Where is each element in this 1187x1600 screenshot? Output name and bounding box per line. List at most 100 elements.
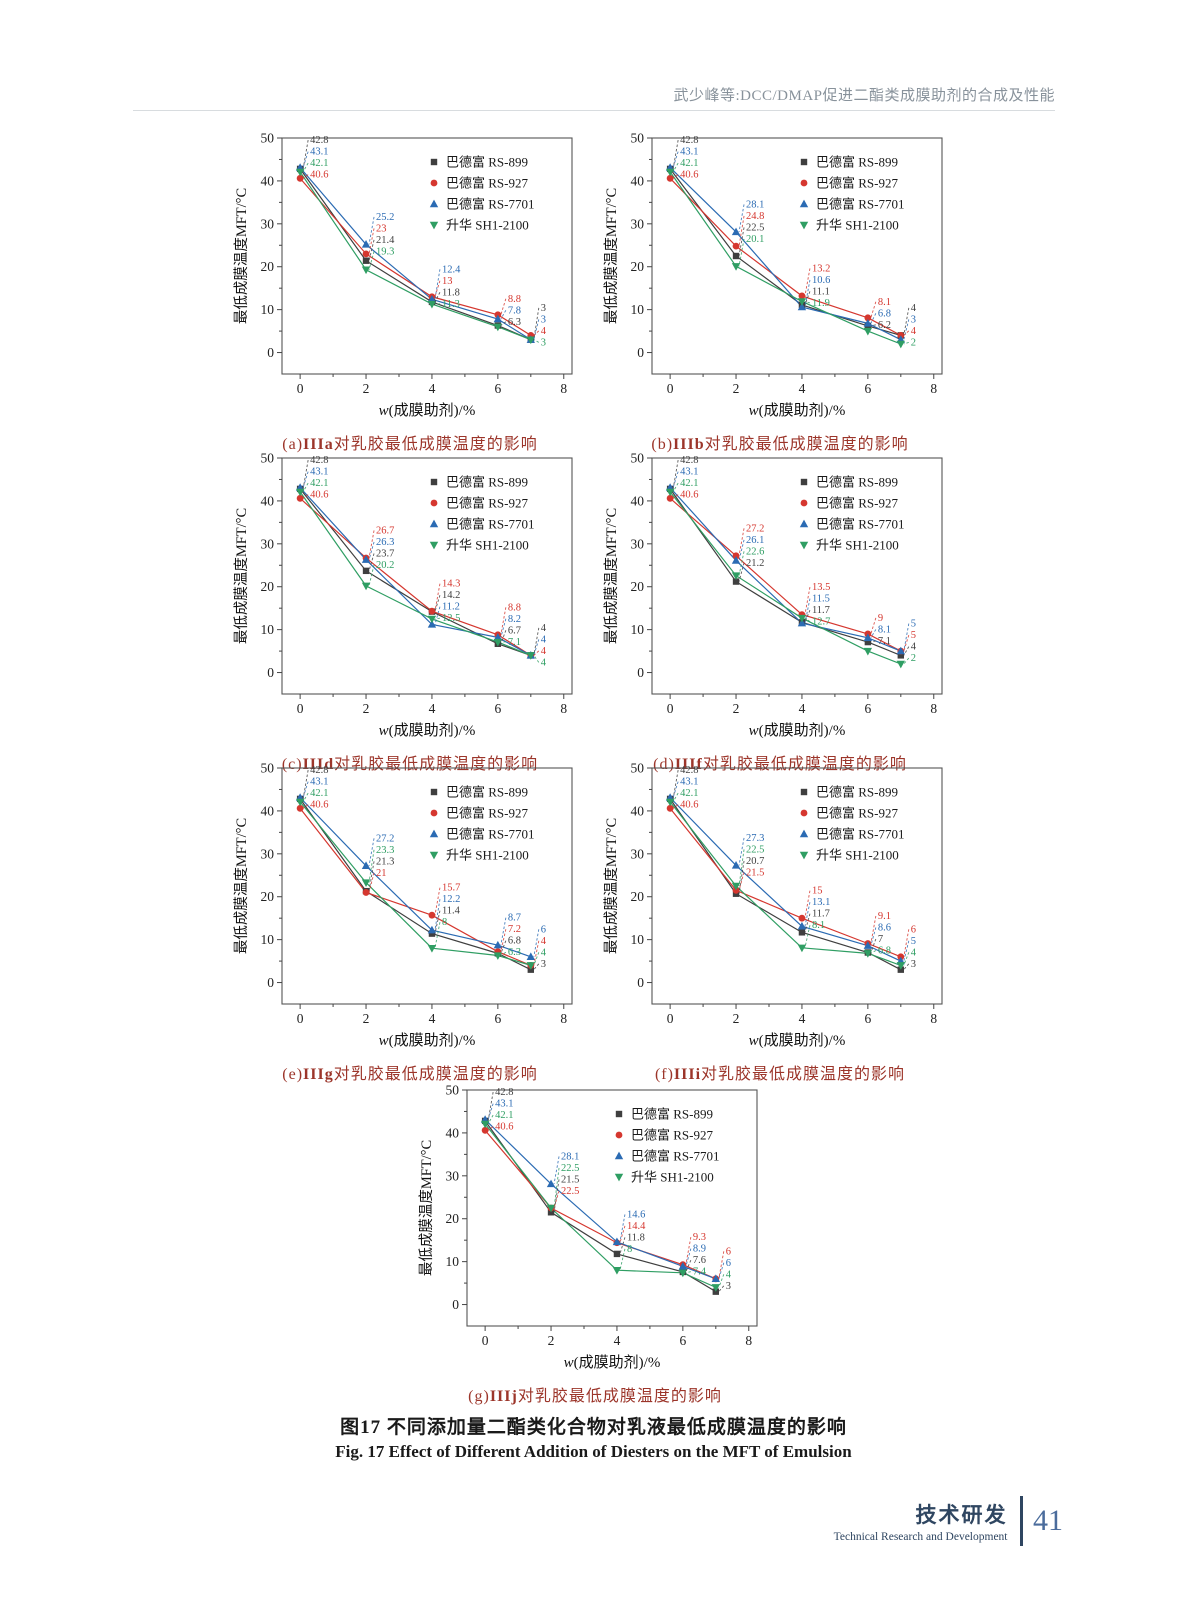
marker-square	[732, 252, 740, 260]
data-label: 40.6	[310, 170, 328, 181]
marker-circle	[362, 250, 370, 258]
label-leader	[870, 927, 877, 946]
label-leader	[903, 341, 909, 345]
data-label: 14.6	[627, 1209, 645, 1220]
x-tick-label: 6	[679, 1333, 686, 1348]
legend-label: 巴德富 RS-7701	[631, 1149, 719, 1164]
marker-triangle-down	[711, 1284, 721, 1292]
label-leader	[718, 1262, 725, 1279]
label-leader	[903, 634, 910, 652]
data-label: 42.1	[310, 158, 328, 169]
subcaption-code: IIIg	[303, 1066, 334, 1083]
label-leader	[434, 606, 441, 625]
legend-label: 升华 SH1-2100	[446, 848, 529, 863]
marker-circle	[800, 809, 808, 817]
marker-triangle-up	[797, 618, 807, 627]
legend-label: 巴德富 RS-7701	[816, 197, 904, 212]
data-label: 4	[541, 947, 547, 958]
marker-square	[430, 158, 438, 166]
marker-triangle-up	[731, 227, 741, 236]
data-label: 43.1	[310, 147, 328, 158]
data-label: 21.2	[746, 558, 764, 569]
data-label: 21.5	[746, 867, 764, 878]
label-leader	[434, 887, 441, 916]
label-leader	[500, 630, 507, 644]
data-label: 42.8	[680, 135, 698, 146]
data-label: 11.3	[442, 299, 460, 310]
label-leader	[804, 291, 811, 306]
legend-label: 巴德富 RS-7701	[816, 827, 904, 842]
y-axis-label: 最低成膜温度MFT/°C	[233, 508, 250, 644]
label-leader	[434, 617, 441, 620]
data-label: 42.8	[680, 765, 698, 776]
marker-triangle-down	[295, 488, 305, 497]
data-label: 14.3	[442, 579, 460, 590]
marker-square	[428, 930, 436, 937]
data-label: 4	[911, 947, 917, 958]
subcaption-code: IIIi	[673, 1066, 702, 1083]
marker-circle	[800, 179, 808, 187]
x-axis-label: w(成膜助剂)/%	[564, 1354, 661, 1371]
label-leader	[619, 1214, 626, 1242]
legend-label: 巴德富 RS-899	[446, 785, 528, 800]
label-leader	[672, 162, 679, 173]
plot-frame	[281, 457, 573, 695]
marker-triangle-up	[863, 941, 873, 949]
marker-circle	[296, 494, 304, 502]
label-leader	[368, 541, 375, 560]
marker-triangle-up	[427, 620, 437, 628]
marker-square	[897, 652, 905, 659]
legend-label: 巴德富 RS-927	[446, 496, 528, 511]
marker-triangle-down	[896, 962, 906, 970]
subcaption-index: (g)	[468, 1388, 490, 1405]
label-leader	[718, 1274, 725, 1288]
legend-label: 巴德富 RS-7701	[446, 827, 534, 842]
marker-circle	[798, 292, 806, 300]
y-tick-label: 20	[261, 579, 275, 594]
data-label: 6.8	[508, 936, 521, 947]
x-tick-label: 4	[614, 1333, 621, 1348]
subcaption-text: 对乳胶最低成膜温度的影响	[701, 1066, 906, 1083]
y-tick-label: 40	[261, 803, 275, 818]
label-leader	[804, 587, 811, 615]
marker-triangle-down	[546, 1204, 556, 1213]
data-label: 42.1	[680, 788, 698, 799]
marker-triangle-up	[546, 1179, 556, 1188]
marker-triangle-up	[361, 555, 371, 563]
legend-label: 巴德富 RS-927	[816, 496, 898, 511]
x-tick-label: 8	[560, 381, 567, 396]
x-tick-label: 6	[494, 1011, 501, 1026]
x-tick-label: 2	[733, 701, 740, 716]
data-label: 22.5	[561, 1163, 579, 1174]
x-tick-label: 2	[548, 1333, 555, 1348]
data-label: 8.6	[878, 922, 891, 933]
marker-triangle-up	[797, 302, 807, 311]
label-leader	[738, 562, 745, 582]
subcaption-text: 对乳胶最低成膜温度的影响	[334, 756, 539, 773]
x-tick-label: 6	[494, 701, 501, 716]
legend-label: 升华 SH1-2100	[446, 538, 529, 553]
marker-triangle-up	[429, 519, 439, 528]
data-label: 4	[911, 642, 917, 653]
x-tick-label: 0	[667, 381, 674, 396]
data-label: 6	[541, 924, 546, 935]
data-label: 43.1	[310, 467, 328, 478]
label-leader	[487, 1114, 494, 1125]
label-leader	[302, 460, 309, 489]
data-label: 11.5	[812, 594, 830, 605]
data-label: 28.1	[746, 199, 764, 210]
header-divider	[133, 110, 1055, 111]
x-tick-label: 8	[930, 1011, 937, 1026]
y-tick-label: 10	[261, 932, 275, 947]
y-tick-label: 10	[261, 622, 275, 637]
subcaption-index: (e)	[282, 1066, 304, 1083]
label-leader	[434, 899, 441, 931]
marker-triangle-down	[427, 615, 437, 624]
label-leader	[487, 1126, 494, 1131]
label-leader	[870, 915, 877, 944]
label-leader	[302, 140, 309, 169]
data-label: 40.6	[310, 490, 328, 501]
marker-circle	[296, 174, 304, 182]
chart-c: 0 2 4 6 8 0 10 20 30 40 50 最低成膜温度MFT/°C w(成膜助剂)/% 42.…	[232, 450, 588, 774]
y-tick-label: 30	[446, 1168, 460, 1183]
